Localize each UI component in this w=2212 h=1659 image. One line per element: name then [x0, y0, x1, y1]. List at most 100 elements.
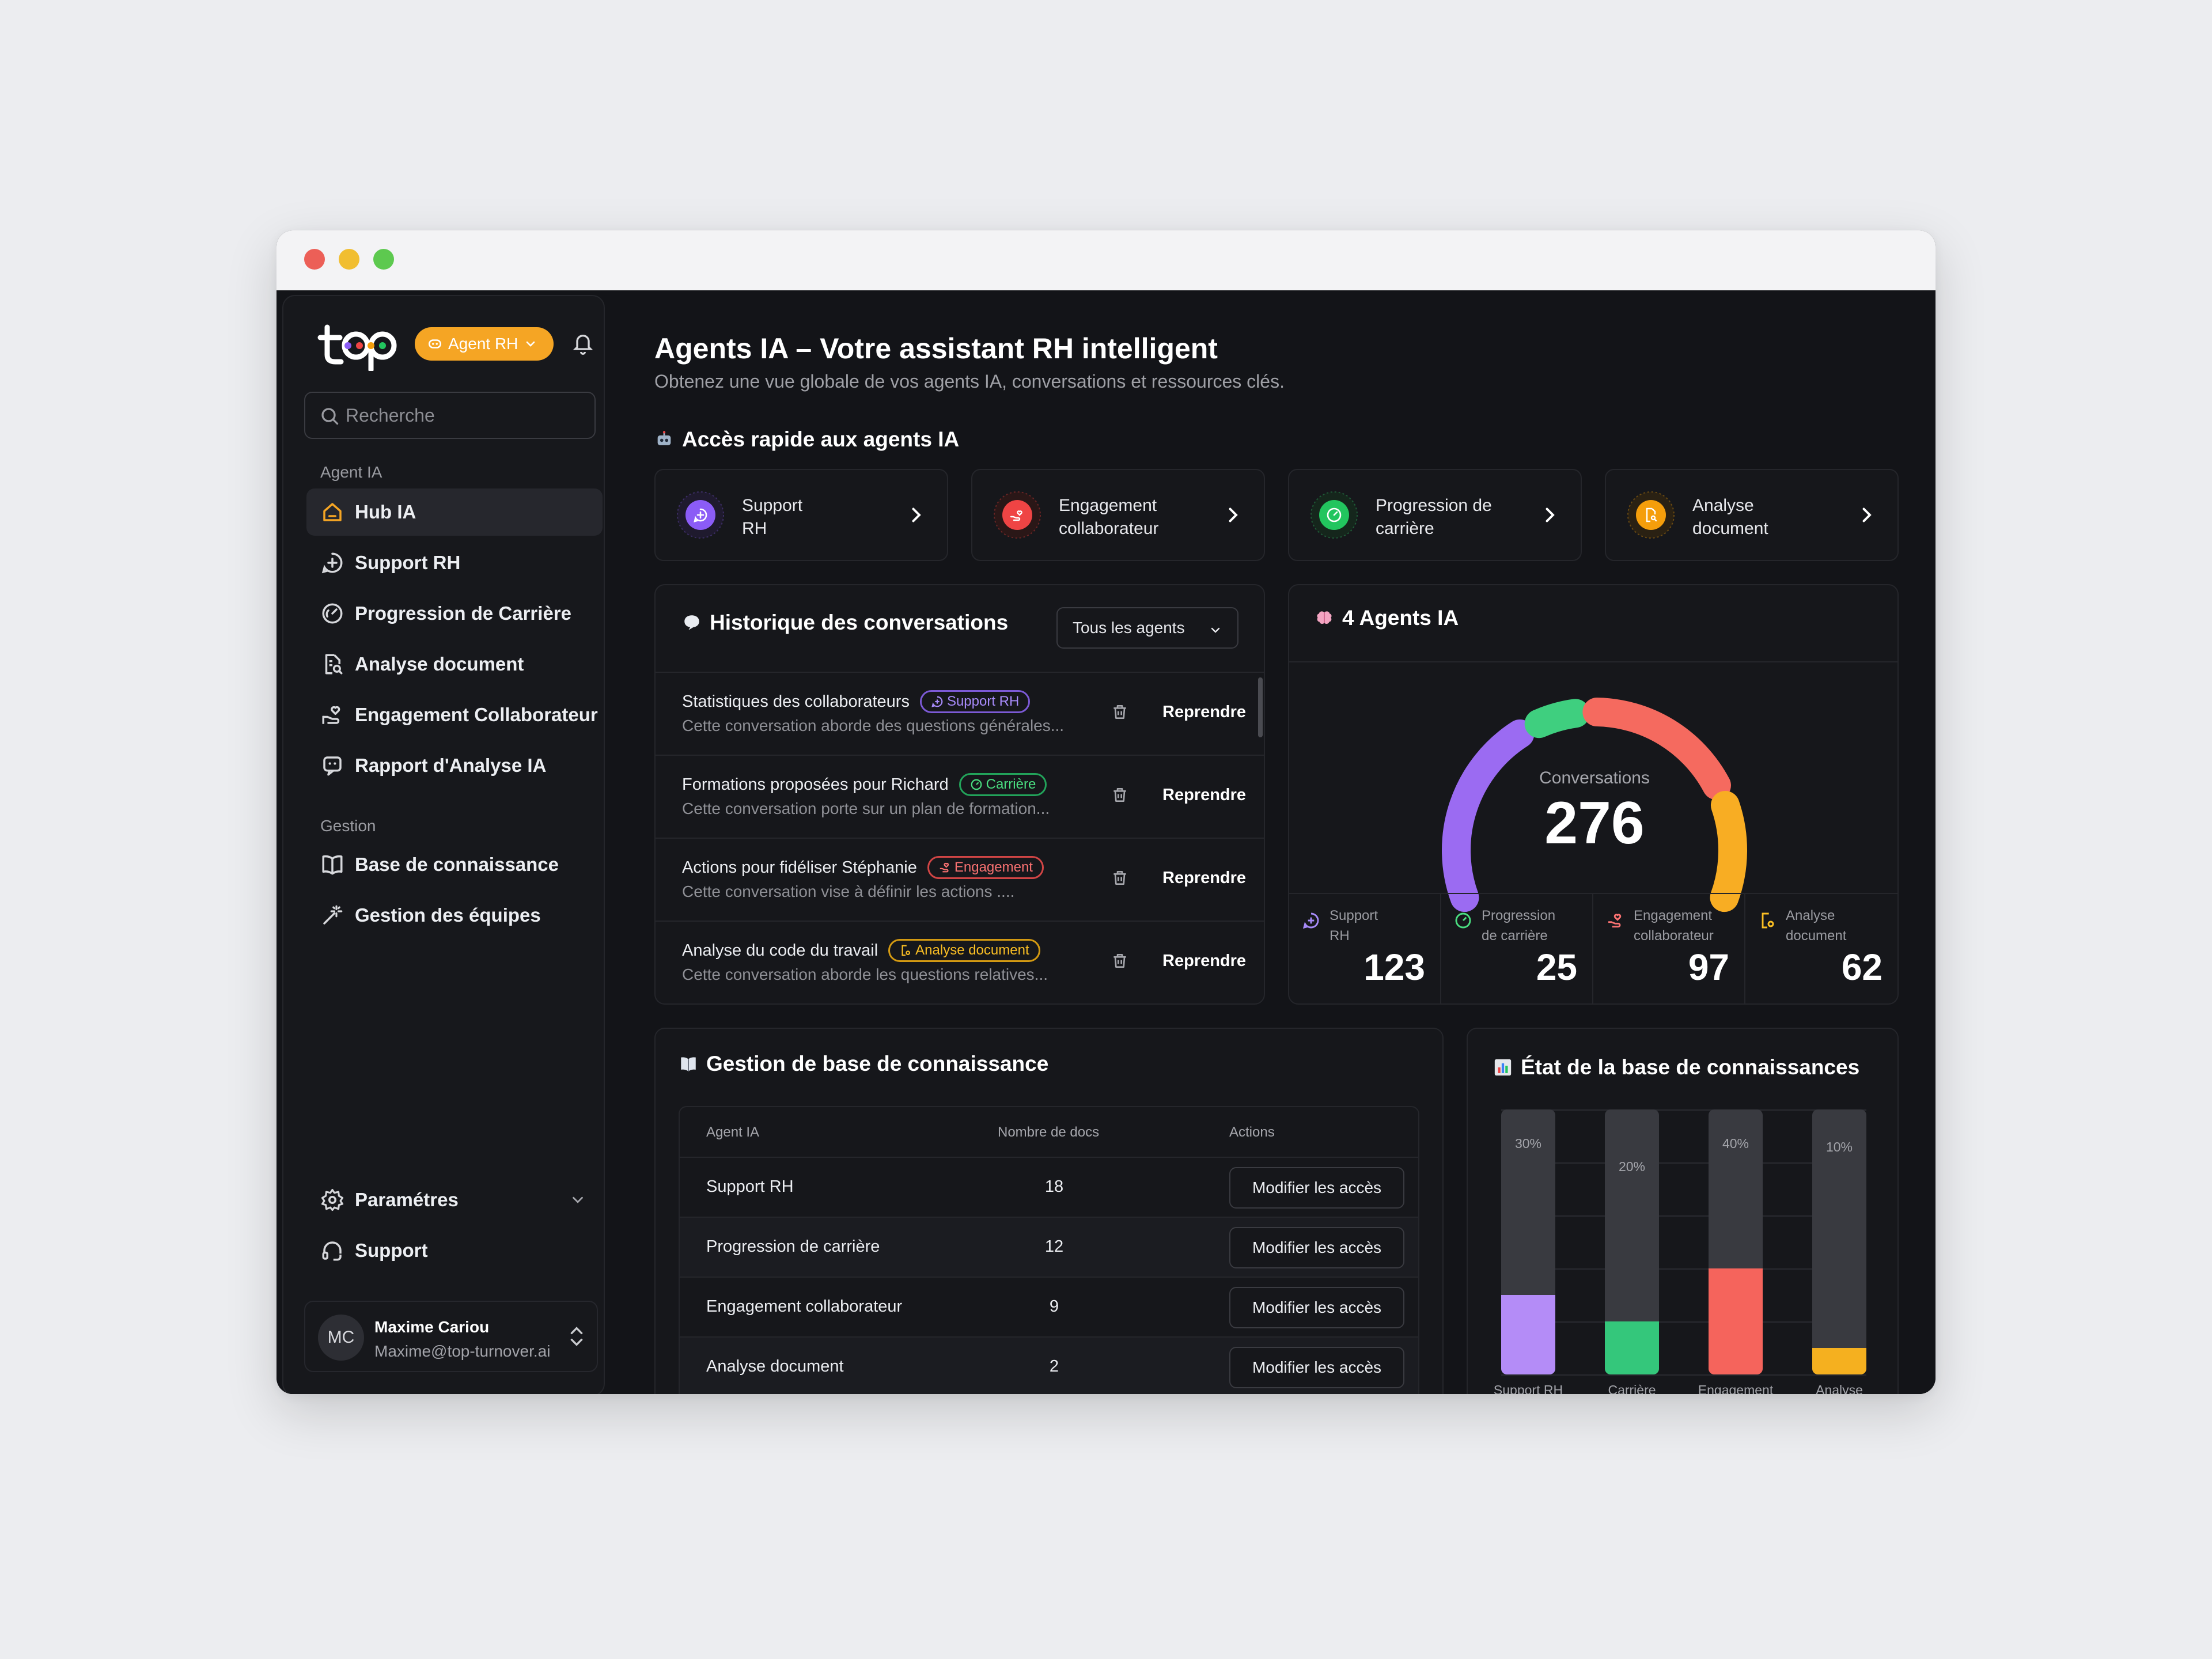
divider	[1289, 661, 1897, 662]
sidebar-item-support-rh[interactable]: Support RH	[306, 539, 603, 586]
trash-icon[interactable]	[1111, 868, 1129, 888]
chart-gridline	[1501, 1109, 1866, 1111]
gear-icon	[321, 1188, 344, 1211]
chevron-down-icon	[527, 341, 535, 347]
stat-progression: Progression de carrière 25	[1441, 894, 1593, 1003]
trash-icon[interactable]	[1111, 785, 1129, 805]
column-header: Actions	[1229, 1124, 1275, 1140]
stat-label: Support RH	[1330, 906, 1378, 946]
hand-heart-icon	[322, 706, 340, 724]
chart-bar-track	[1709, 1109, 1763, 1374]
agent-icon	[428, 339, 442, 349]
sidebar-item-engagement[interactable]: Engagement Collaborateur	[306, 691, 603, 738]
engagement-agent-icon	[994, 491, 1041, 539]
hand-heart-icon	[940, 862, 949, 873]
top-logo[interactable]	[316, 319, 402, 371]
stat-value: 62	[1841, 946, 1883, 988]
quick-card-support-rh[interactable]: Support RH	[654, 469, 948, 561]
maximize-window-button[interactable]	[373, 249, 394, 270]
user-menu[interactable]: MC Maxime Cariou Maxime@top-turnover.ai	[304, 1301, 598, 1372]
sidebar-item-hub-ia[interactable]: Hub IA	[306, 488, 603, 536]
modify-access-button[interactable]: Modifier les accès	[1229, 1347, 1404, 1388]
chart-bar-track	[1812, 1109, 1866, 1374]
modify-access-button[interactable]: Modifier les accès	[1229, 1167, 1404, 1209]
knowledge-base-panel: Gestion de base de connaissance Agent IA…	[654, 1028, 1444, 1394]
sidebar-item-base-connaissance[interactable]: Base de connaissance	[306, 841, 603, 888]
sidebar-item-label: Rapport d'Analyse IA	[355, 755, 547, 776]
gauge-segment-engagement	[1582, 698, 1731, 800]
column-header: Nombre de docs	[998, 1124, 1100, 1140]
hand-heart-icon	[1608, 914, 1622, 928]
chart-bar-track	[1501, 1109, 1555, 1374]
chart-category-label: Carrière	[1608, 1382, 1656, 1394]
progression-agent-icon	[1310, 491, 1358, 539]
conversation-row[interactable]: Actions pour fidéliser Stéphanie Engagem…	[656, 838, 1264, 921]
tag-label: Carrière	[986, 777, 1036, 792]
agent-rh-label: Agent RH	[448, 335, 518, 353]
close-window-button[interactable]	[304, 249, 325, 270]
stat-label-line: collaborateur	[1634, 928, 1714, 944]
settings-label: Paramétres	[355, 1189, 459, 1210]
resume-button[interactable]: Reprendre	[1162, 786, 1247, 804]
agents-heading: 4 Agents IA	[1315, 606, 1459, 630]
sidebar-item-rapport[interactable]: Rapport d'Analyse IA	[306, 742, 603, 789]
support-link[interactable]: Support	[306, 1227, 603, 1274]
robot-icon	[657, 431, 671, 445]
sidebar-item-label: Engagement Collaborateur	[355, 704, 598, 725]
modify-access-button[interactable]: Modifier les accès	[1229, 1287, 1404, 1328]
stat-value: 123	[1363, 946, 1425, 988]
gauge-icon	[1455, 912, 1471, 929]
sidebar-item-gestion-equipes[interactable]: Gestion des équipes	[306, 892, 603, 939]
stat-value: 97	[1688, 946, 1729, 988]
stat-label-line: RH	[1330, 928, 1350, 944]
resume-button[interactable]: Reprendre	[1162, 952, 1247, 970]
chart-category-label: Support RH	[1493, 1382, 1563, 1394]
quick-card-progression[interactable]: Progression de carrière	[1288, 469, 1582, 561]
headset-icon	[322, 1241, 342, 1261]
conversation-title-line: Analyse du code du travail Analyse docum…	[682, 939, 1040, 962]
tag-engagement: Engagement	[927, 856, 1044, 879]
home-icon	[323, 503, 342, 521]
tag-label: Support RH	[946, 694, 1020, 709]
history-scrollbar[interactable]	[1258, 677, 1263, 737]
chart-bar-track	[1605, 1109, 1659, 1374]
sidebar-item-label: Progression de Carrière	[355, 603, 571, 624]
conversation-title-line: Actions pour fidéliser Stéphanie Engagem…	[682, 856, 1044, 879]
chat-plus-icon	[321, 552, 343, 574]
conversation-title: Formations proposées pour Richard	[682, 775, 949, 794]
docs-count-cell: 18	[1044, 1177, 1064, 1196]
resume-button[interactable]: Reprendre	[1162, 703, 1247, 721]
stat-support-rh: Support RH 123	[1289, 894, 1441, 1003]
trash-icon[interactable]	[1111, 702, 1129, 722]
search-input[interactable]: Recherche	[304, 392, 596, 439]
chart-value-label: 20%	[1618, 1159, 1646, 1174]
document-search-icon	[1762, 912, 1774, 929]
docs-count-cell: 9	[1049, 1297, 1059, 1316]
agent-filter-dropdown[interactable]: Tous les agents	[1056, 607, 1238, 649]
chart-gridline	[1501, 1215, 1866, 1217]
user-email: Maxime@top-turnover.ai	[374, 1342, 551, 1360]
minimize-window-button[interactable]	[339, 249, 359, 270]
conversation-history-panel: Historique des conversations Tous les ag…	[654, 584, 1265, 1005]
document-search-icon	[325, 654, 343, 675]
resume-button[interactable]: Reprendre	[1162, 869, 1247, 887]
chart-gridline	[1501, 1374, 1866, 1376]
sidebar-item-progression[interactable]: Progression de Carrière	[306, 590, 603, 637]
table-row: Engagement collaborateur 9 Modifier les …	[680, 1277, 1418, 1336]
kb-heading: Gestion de base de connaissance	[679, 1052, 1048, 1076]
bell-icon[interactable]	[571, 331, 594, 356]
chart-bar	[1812, 1348, 1866, 1374]
chevron-right-icon	[1862, 507, 1872, 522]
support-label: Support	[355, 1240, 428, 1261]
conversation-row[interactable]: Analyse du code du travail Analyse docum…	[656, 921, 1264, 1003]
settings-menu[interactable]: Paramétres	[306, 1176, 603, 1224]
quick-card-engagement[interactable]: Engagement collaborateur	[971, 469, 1265, 561]
conversation-row[interactable]: Statistiques des collaborateurs Support …	[656, 672, 1264, 755]
conversation-row[interactable]: Formations proposées pour Richard Carriè…	[656, 755, 1264, 838]
agent-rh-selector[interactable]: Agent RH	[415, 327, 554, 361]
trash-icon[interactable]	[1111, 950, 1129, 971]
quick-card-analyse[interactable]: Analyse document	[1605, 469, 1899, 561]
modify-access-button[interactable]: Modifier les accès	[1229, 1227, 1404, 1268]
sidebar-item-analyse-document[interactable]: Analyse document	[306, 641, 603, 688]
stat-label-line: de carrière	[1482, 928, 1548, 944]
